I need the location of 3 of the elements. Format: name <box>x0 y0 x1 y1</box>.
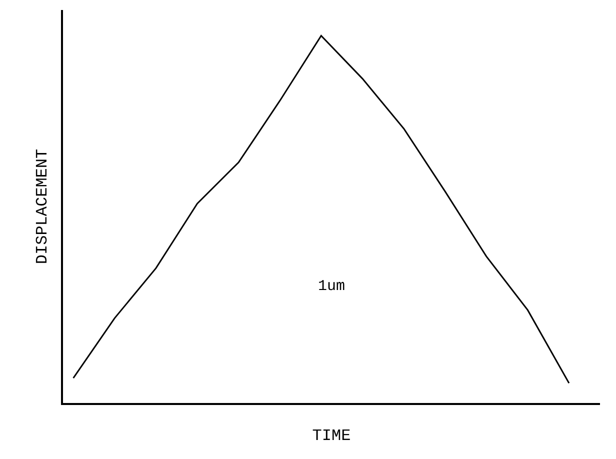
x-axis-title: TIME <box>312 426 351 445</box>
annotation: 1um <box>318 278 346 295</box>
y-axis-title: DISPLACEMENT <box>34 148 52 264</box>
